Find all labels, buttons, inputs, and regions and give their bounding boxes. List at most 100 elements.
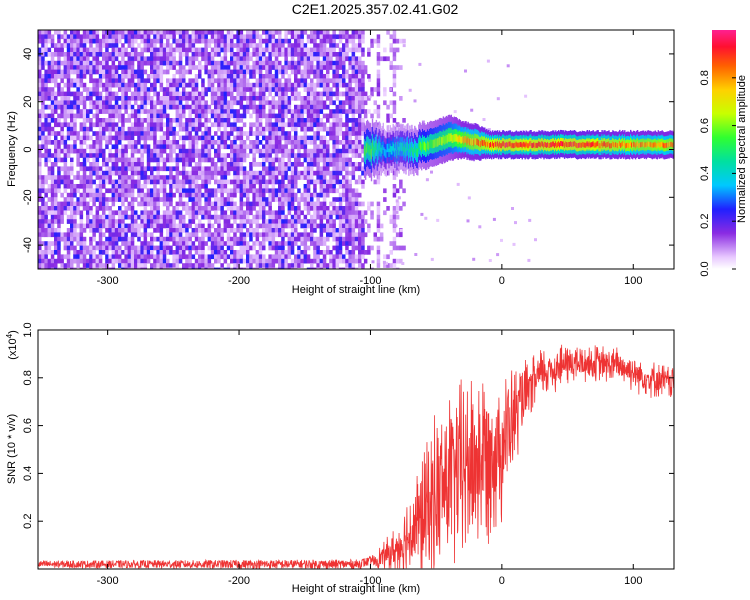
- spectrogram-cell: [329, 60, 333, 66]
- spectrogram-cell: [111, 201, 116, 207]
- spectrogram-cell: [89, 144, 93, 150]
- spectrogram-cell: [338, 60, 343, 66]
- spectrogram-cell: [297, 197, 301, 202]
- spectrogram-cell: [95, 34, 100, 40]
- spectrogram-cell: [127, 118, 132, 123]
- spectrogram-cell: [38, 184, 42, 189]
- spectrogram-cell: [316, 148, 320, 154]
- spectrogram-cell: [303, 52, 308, 57]
- spectrogram-cell: [354, 201, 359, 207]
- spectrogram-cell: [226, 263, 231, 268]
- spectrogram-cell: [47, 113, 52, 119]
- spectrogram-cell: [326, 91, 330, 97]
- spectrogram-cell: [394, 224, 398, 228]
- spectrogram-cell: [146, 192, 151, 198]
- spectrogram-cell: [316, 91, 320, 97]
- spectrogram-cell: [150, 122, 154, 128]
- spectrogram-cell: [79, 258, 84, 264]
- spectrogram-cell: [44, 96, 48, 101]
- spectrogram-cell: [191, 157, 196, 163]
- spectrogram-cell: [118, 34, 122, 40]
- spectrogram-cell: [146, 56, 151, 62]
- spectrogram-cell: [207, 109, 212, 114]
- spectrogram-cell: [265, 118, 269, 123]
- spectrogram-cell: [63, 236, 68, 242]
- spectrogram-cell: [265, 47, 269, 53]
- spectrogram-cell: [159, 258, 164, 264]
- spectrogram-cell: [316, 175, 320, 180]
- spectrogram-cell: [143, 166, 148, 172]
- spectrogram-cell: [345, 184, 349, 189]
- spectrogram-cell: [137, 109, 141, 114]
- spectrogram-cell: [102, 109, 106, 114]
- spectrogram-cell: [162, 56, 167, 62]
- spectrogram-cell: [262, 126, 266, 132]
- spectrogram-cell: [182, 96, 186, 101]
- spectrogram-cell: [268, 56, 272, 62]
- spectrogram-cell: [226, 47, 231, 53]
- spectrogram-cell: [194, 38, 199, 44]
- spectrogram-cell: [38, 69, 42, 75]
- spectrogram-cell: [108, 113, 112, 119]
- spectrogram-cell: [73, 140, 77, 145]
- spectrogram-cell: [118, 126, 122, 132]
- spectrogram-cell: [114, 100, 119, 106]
- spectrogram-cell: [223, 184, 228, 189]
- spectrogram-cell: [230, 47, 234, 53]
- spectrogram-cell: [239, 100, 244, 106]
- spectrogram-cell: [150, 131, 154, 136]
- spectrogram-cell: [38, 131, 42, 136]
- spectrogram-cell: [294, 228, 298, 233]
- spectrogram-cell: [63, 245, 68, 251]
- spectrogram-cell: [98, 170, 103, 176]
- spectrogram-cell: [140, 201, 144, 207]
- spectrogram-cell: [188, 82, 192, 88]
- spectrogram-cell: [134, 166, 138, 172]
- spectrogram-cell: [246, 52, 250, 57]
- spectrogram-cell: [198, 254, 202, 260]
- spectrogram-cell: [319, 135, 324, 141]
- spectrogram-cell: [329, 65, 333, 70]
- spectrogram-cell: [223, 166, 228, 172]
- spectrogram-cell: [294, 43, 298, 48]
- spectrogram-cell: [354, 162, 359, 167]
- spectrogram-cell: [156, 140, 160, 145]
- spectrogram-cell: [111, 245, 116, 251]
- spectrogram-cell: [287, 87, 292, 92]
- spectrogram-cell: [38, 232, 42, 238]
- spectrogram-cell: [310, 47, 314, 53]
- spectrogram-cell: [246, 197, 250, 202]
- spectrogram-cell: [207, 131, 212, 136]
- spectrogram-cell: [66, 166, 71, 172]
- spectrogram-cell: [134, 122, 138, 128]
- spectrogram-cell: [332, 232, 336, 238]
- spectrogram-cell: [41, 258, 45, 264]
- spectrogram-cell: [121, 258, 125, 264]
- spectrogram-cell: [271, 214, 276, 220]
- spectrogram-cell: [278, 140, 282, 145]
- spectrogram-cell: [303, 69, 308, 75]
- spectrogram-cell: [54, 30, 58, 35]
- spectrogram-cell: [338, 197, 343, 202]
- spectrogram-cell: [361, 250, 365, 255]
- spectrogram-cell: [322, 122, 327, 128]
- spectrogram-cell: [361, 91, 365, 97]
- spectrogram-cell: [214, 179, 218, 185]
- spectrogram-cell: [313, 201, 317, 207]
- spectrogram-cell: [182, 153, 186, 158]
- spectrogram-cell: [332, 52, 336, 57]
- spectrogram-cell: [345, 179, 349, 185]
- spectrogram-cell: [127, 254, 132, 260]
- spectrogram-cell: [70, 131, 74, 136]
- spectrogram-cell: [246, 96, 250, 101]
- spectrogram-cell: [95, 104, 100, 110]
- spectrogram-cell: [191, 148, 196, 154]
- spectrogram-cell: [137, 104, 141, 110]
- spectrogram-cell: [338, 100, 343, 106]
- spectrogram-cell: [159, 122, 164, 128]
- spectrogram-cell: [268, 170, 272, 176]
- spectrogram-cell: [338, 30, 343, 35]
- spectrogram-cell: [70, 258, 74, 264]
- spectrogram-cell: [351, 74, 356, 79]
- spectrogram-cell: [233, 258, 237, 264]
